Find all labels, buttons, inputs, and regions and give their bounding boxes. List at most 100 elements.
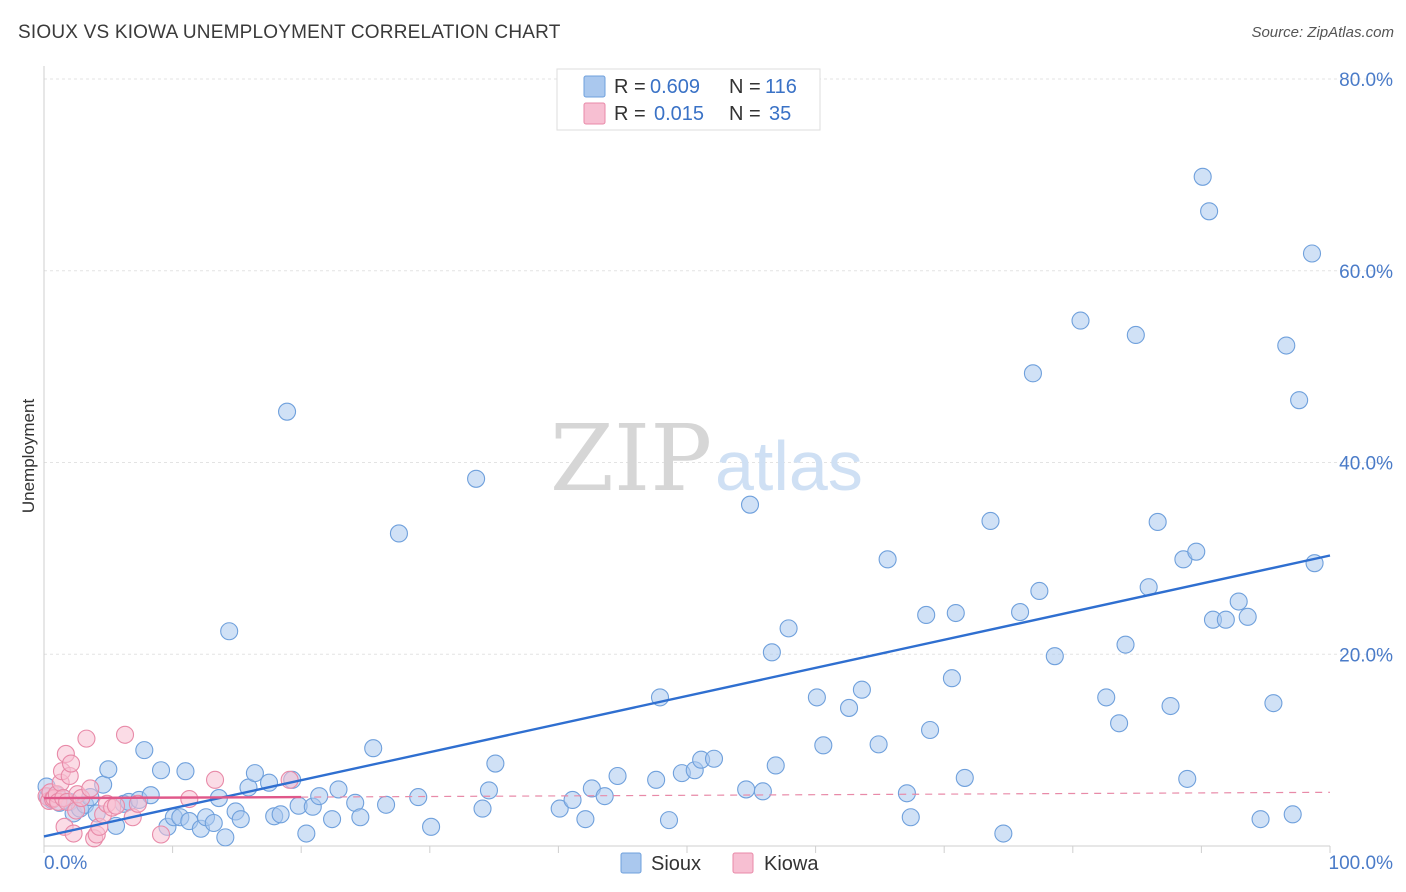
- point-sioux-12: [99, 760, 118, 779]
- watermark-zip: ZIP: [550, 405, 712, 512]
- watermark: ZIP atlas: [550, 405, 863, 512]
- point-sioux-17: [135, 741, 154, 760]
- point-sioux-107: [1200, 202, 1219, 221]
- point-sioux-32: [231, 810, 250, 829]
- point-sioux-109: [1216, 610, 1235, 629]
- point-sioux-57: [550, 799, 569, 818]
- point-sioux-44: [323, 810, 342, 829]
- point-sioux-89: [981, 511, 1000, 531]
- legend-stats: R = 0.609 N = 116 R = 0.015 N = 35: [556, 68, 821, 131]
- point-sioux-94: [1045, 647, 1064, 666]
- point-sioux-19: [151, 761, 171, 780]
- point-sioux-116: [1290, 391, 1309, 410]
- point-sioux-81: [878, 550, 897, 569]
- y-axis-title: Unemployment: [19, 399, 38, 514]
- point-kiowa-34: [280, 770, 299, 789]
- point-sioux-78: [839, 698, 859, 717]
- legend-label-sioux: Sioux: [651, 853, 701, 875]
- point-sioux-82: [897, 784, 916, 803]
- point-kiowa-27: [106, 796, 126, 815]
- point-sioux-104: [1178, 769, 1197, 788]
- point-sioux-117: [1302, 244, 1322, 263]
- point-sioux-50: [389, 524, 408, 543]
- point-sioux-34: [245, 764, 264, 783]
- point-sioux-79: [852, 680, 871, 699]
- point-sioux-84: [917, 605, 936, 624]
- point-sioux-113: [1264, 694, 1283, 713]
- legend-n-label-sioux: N =: [729, 76, 761, 98]
- point-sioux-96: [1097, 688, 1116, 707]
- point-sioux-72: [753, 782, 772, 801]
- point-sioux-30: [220, 622, 239, 641]
- x-tick-label-1: 100.0%: [1329, 853, 1394, 874]
- point-sioux-75: [779, 619, 798, 638]
- point-sioux-111: [1238, 607, 1257, 626]
- y-tick-label-2: 60.0%: [1339, 262, 1393, 283]
- watermark-atlas: atlas: [715, 427, 863, 505]
- point-sioux-69: [704, 749, 724, 768]
- trend-line-kiowa: [43, 795, 302, 800]
- point-sioux-91: [1011, 603, 1030, 622]
- point-kiowa-19: [77, 729, 96, 748]
- point-kiowa-31: [151, 825, 171, 844]
- point-sioux-93: [1030, 581, 1049, 601]
- legend-label-kiowa: Kiowa: [764, 853, 819, 875]
- trend-lines: [43, 554, 1331, 838]
- legend-n-value-kiowa: 35: [769, 103, 791, 125]
- point-sioux-18: [141, 786, 160, 805]
- point-sioux-85: [921, 720, 940, 740]
- point-sioux-114: [1277, 336, 1296, 355]
- point-sioux-29: [216, 828, 235, 847]
- legend-r-value-kiowa: 0.015: [654, 103, 704, 125]
- point-sioux-80: [869, 735, 888, 754]
- point-sioux-27: [204, 813, 223, 833]
- y-tick-label-0: 20.0%: [1339, 645, 1393, 666]
- point-sioux-106: [1193, 167, 1212, 186]
- point-sioux-101: [1148, 512, 1167, 531]
- legend-n-value-sioux: 116: [765, 76, 797, 98]
- chart-title: SIOUX VS KIOWA UNEMPLOYMENT CORRELATION …: [18, 22, 561, 43]
- point-sioux-47: [351, 808, 370, 827]
- point-sioux-86: [942, 669, 961, 688]
- point-sioux-90: [994, 824, 1013, 843]
- trend-line-sioux: [43, 554, 1331, 838]
- legend-r-label-sioux: R =: [614, 76, 646, 98]
- point-sioux-87: [946, 603, 965, 623]
- y-tick-label-1: 40.0%: [1339, 454, 1393, 475]
- point-sioux-112: [1251, 810, 1270, 829]
- point-sioux-97: [1110, 714, 1129, 733]
- point-sioux-52: [422, 817, 441, 836]
- legend-swatch-kiowa: [583, 102, 606, 125]
- point-sioux-43: [310, 787, 329, 806]
- point-sioux-58: [563, 790, 582, 810]
- point-sioux-62: [608, 766, 627, 786]
- point-sioux-77: [814, 736, 833, 755]
- legend-swatch-sioux-bottom: [620, 852, 642, 874]
- point-sioux-38: [278, 402, 297, 421]
- legend-swatch-sioux: [583, 75, 606, 98]
- point-sioux-76: [807, 688, 826, 707]
- point-sioux-83: [901, 808, 920, 827]
- point-kiowa-30: [128, 794, 147, 813]
- point-sioux-53: [467, 469, 486, 488]
- point-sioux-74: [766, 756, 785, 775]
- point-sioux-65: [659, 811, 679, 830]
- point-sioux-49: [377, 795, 396, 814]
- point-sioux-37: [271, 805, 290, 824]
- legend-r-value-sioux: 0.609: [650, 76, 700, 98]
- point-sioux-73: [762, 643, 781, 662]
- point-sioux-105: [1187, 542, 1206, 561]
- point-sioux-55: [479, 781, 499, 800]
- point-kiowa-28: [115, 725, 135, 744]
- point-kiowa-20: [81, 779, 100, 798]
- point-sioux-99: [1126, 325, 1145, 345]
- axes: [43, 66, 1331, 853]
- point-sioux-41: [297, 824, 316, 843]
- point-sioux-92: [1023, 364, 1042, 383]
- tick-labels: 20.0% 40.0% 60.0% 80.0% 0.0% 100.0%: [44, 70, 1393, 874]
- source-label: Source: ZipAtlas.com: [1251, 24, 1394, 41]
- point-sioux-88: [955, 768, 974, 787]
- legend-r-label-kiowa: R =: [614, 103, 646, 125]
- grid-lines: [44, 78, 1393, 655]
